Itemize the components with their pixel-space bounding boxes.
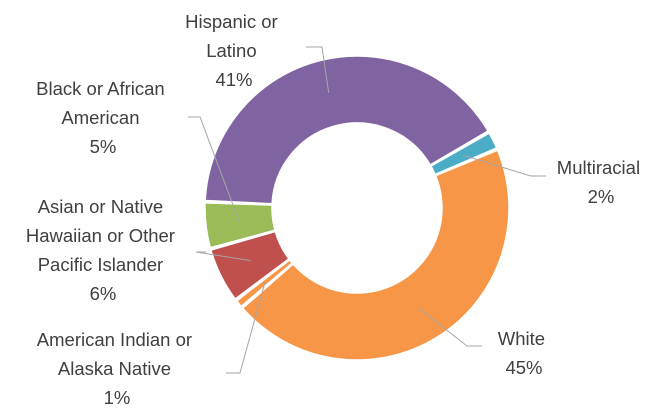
leader-american-indian-or-alaska-native	[226, 282, 266, 374]
label-white: White 45%	[498, 328, 550, 378]
leader-white	[419, 308, 482, 347]
leader-asian-or-native-hawaiian-or-other-pacific-islander	[195, 251, 251, 262]
label-american-indian-or-alaska-native: American Indian or Alaska Native 1%	[37, 329, 197, 408]
label-black-or-african-american: Black or African American 5%	[36, 78, 170, 157]
value-asian-or-pacific-islander: 6%	[90, 283, 117, 304]
slice-multiracial	[429, 132, 498, 176]
value-multiracial: 2%	[588, 186, 615, 207]
slice-black-or-african-american	[204, 202, 276, 249]
slice-white	[241, 149, 510, 361]
label-multiracial: Multiracial 2%	[557, 157, 645, 207]
leader-hispanic-or-latino	[306, 46, 330, 93]
donut-slices	[204, 55, 510, 361]
label-hispanic-or-latino: Hispanic or Latino 41%	[185, 11, 283, 90]
value-hispanic-or-latino: 41%	[215, 69, 252, 90]
slice-hispanic-or-latino	[204, 55, 490, 205]
label-asian-or-pacific-islander: Asian or Native Hawaiian or Other Pacifi…	[26, 196, 180, 304]
leader-lines	[188, 46, 546, 374]
leader-black-or-african-american	[188, 116, 240, 222]
value-american-indian-or-alaska-native: 1%	[104, 387, 131, 408]
leader-multiracial	[462, 154, 546, 177]
value-white: 45%	[505, 357, 542, 378]
slice-asian-or-native-hawaiian-or-other-pacific-islander	[209, 230, 290, 300]
value-black-or-african-american: 5%	[90, 136, 117, 157]
